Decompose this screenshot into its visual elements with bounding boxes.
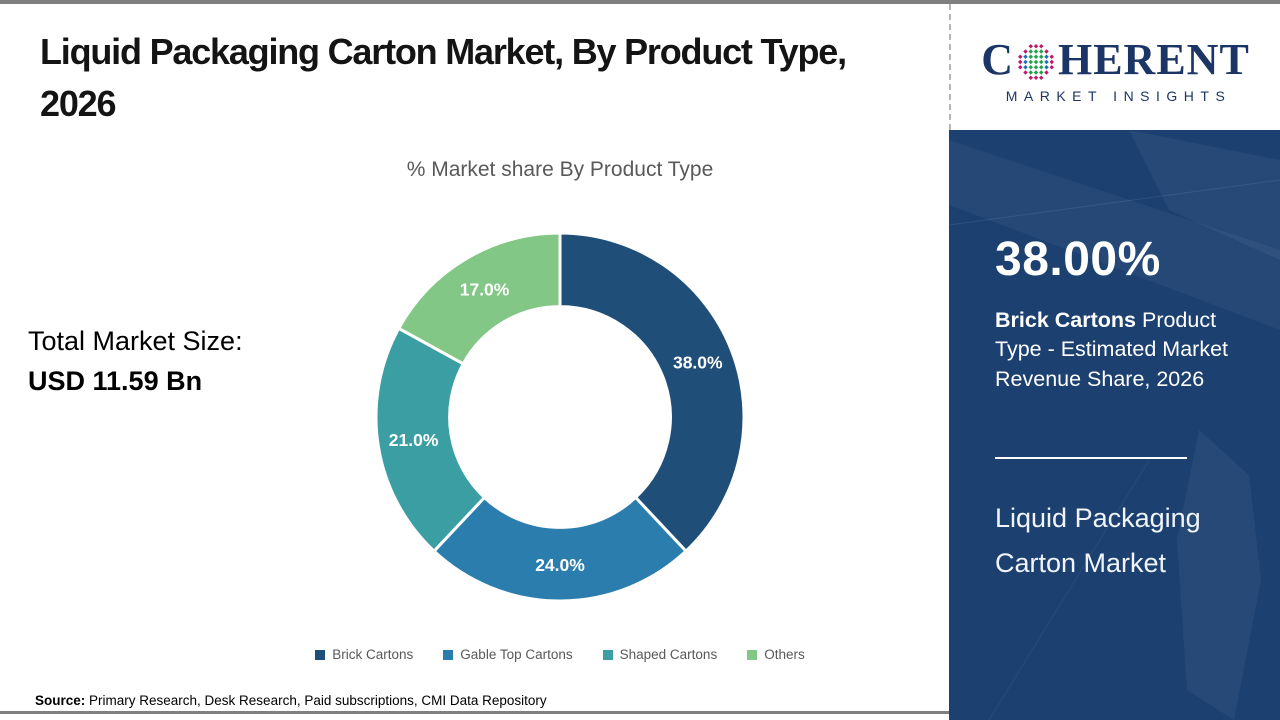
donut-slice-shaped-cartons	[374, 326, 487, 554]
logo-wordmark: C HERENT	[981, 38, 1250, 82]
globe-dot	[1038, 49, 1044, 54]
globe-dot	[1049, 65, 1054, 70]
globe-dot	[1023, 59, 1028, 65]
logo-letters-rest: HERENT	[1057, 35, 1250, 84]
source-label: Source:	[35, 693, 86, 708]
legend-item-gable-top-cartons: Gable Top Cartons	[443, 647, 573, 662]
top-border-bar	[0, 0, 1280, 4]
legend-label: Gable Top Cartons	[460, 647, 573, 662]
globe-dot	[1049, 59, 1054, 65]
donut-chart: 38.0% 24.0% 21.0% 17.0%	[374, 231, 746, 603]
legend-swatch	[443, 649, 454, 660]
globe-dot	[1028, 65, 1033, 70]
source-text: Primary Research, Desk Research, Paid su…	[85, 693, 547, 708]
globe-dot	[1033, 44, 1039, 49]
legend-label: Brick Cartons	[332, 647, 414, 662]
total-market-value: USD 11.59 Bn	[28, 366, 203, 396]
globe-dot	[1038, 44, 1044, 49]
globe-dot	[1028, 70, 1033, 75]
legend-swatch	[315, 649, 326, 660]
globe-dot	[1017, 65, 1023, 70]
globe-dot	[1033, 75, 1039, 80]
globe-dot	[1044, 49, 1049, 54]
legend-item-others: Others	[747, 647, 805, 662]
globe-dots-icon	[1017, 44, 1054, 80]
slice-label: 17.0%	[460, 279, 510, 299]
globe-dot	[1023, 49, 1028, 54]
market-name: Liquid Packaging Carton Market	[995, 503, 1201, 578]
slice-label: 21.0%	[389, 430, 439, 450]
slice-label: 24.0%	[535, 555, 585, 575]
legend-label: Others	[764, 647, 805, 662]
slice-label: 38.0%	[673, 352, 723, 372]
globe-dot	[1028, 75, 1033, 80]
total-market-size: Total Market Size: USD 11.59 Bn	[28, 326, 243, 397]
globe-dot	[1049, 54, 1054, 59]
globe-dot	[1023, 65, 1028, 70]
globe-dot	[1038, 70, 1044, 75]
globe-dot	[1023, 54, 1028, 59]
globe-dot	[1038, 65, 1044, 70]
logo-letter-c: C	[981, 35, 1014, 84]
chart-legend: Brick Cartons Gable Top Cartons Shaped Car…	[230, 647, 890, 662]
globe-dot	[1028, 54, 1033, 59]
total-market-label: Total Market Size:	[28, 326, 243, 356]
globe-dot	[1033, 54, 1039, 59]
globe-dot	[1044, 65, 1049, 70]
stat-description: Brick Cartons Product Type - Estimated M…	[995, 306, 1245, 394]
globe-dot	[1044, 54, 1049, 59]
logo-tagline: MARKET INSIGHTS	[1005, 88, 1232, 104]
donut-slice-brick-cartons	[558, 231, 746, 554]
stat-value: 38.00%	[995, 233, 1161, 286]
legend-label: Shaped Cartons	[619, 647, 718, 662]
source-note: Source: Primary Research, Desk Research,…	[35, 693, 547, 708]
globe-dot	[1033, 49, 1039, 54]
globe-dot	[1028, 59, 1033, 65]
globe-dot	[1017, 59, 1023, 65]
bottom-border-line	[0, 711, 949, 714]
stat-description-rest: Product Type - Estimated Market Revenue …	[995, 308, 1228, 391]
globe-dot	[1038, 59, 1044, 65]
divider-line	[995, 457, 1187, 459]
globe-dot	[1038, 54, 1044, 59]
stat-category: Brick Cartons	[995, 308, 1136, 332]
highlight-panel: 38.00% Brick Cartons Product Type - Esti…	[949, 130, 1280, 720]
globe-dot	[1028, 44, 1033, 49]
globe-dot	[1028, 49, 1033, 54]
legend-swatch	[747, 649, 758, 660]
globe-dot	[1038, 75, 1044, 80]
donut-slice-gable-top-cartons	[431, 495, 689, 603]
donut-slice-others	[396, 231, 562, 366]
right-rail: C HERENT MARKET INSIGHTS 38.00% Brick Ca…	[949, 0, 1280, 720]
page-title: Liquid Packaging Carton Market, By Produ…	[40, 31, 847, 125]
map-texture-decoration	[949, 130, 1280, 720]
legend-item-brick-cartons: Brick Cartons	[315, 647, 413, 662]
globe-dot	[1023, 70, 1028, 75]
legend-item-shaped-cartons: Shaped Cartons	[602, 647, 718, 662]
globe-dot	[1044, 70, 1049, 75]
globe-dot	[1017, 54, 1023, 59]
globe-dot	[1033, 59, 1039, 65]
globe-dot	[1033, 65, 1039, 70]
brand-logo: C HERENT MARKET INSIGHTS	[949, 4, 1280, 130]
globe-dot	[1044, 59, 1049, 65]
chart-subtitle: % Market share By Product Type	[406, 158, 714, 181]
legend-swatch	[602, 649, 613, 660]
globe-dot	[1033, 70, 1039, 75]
